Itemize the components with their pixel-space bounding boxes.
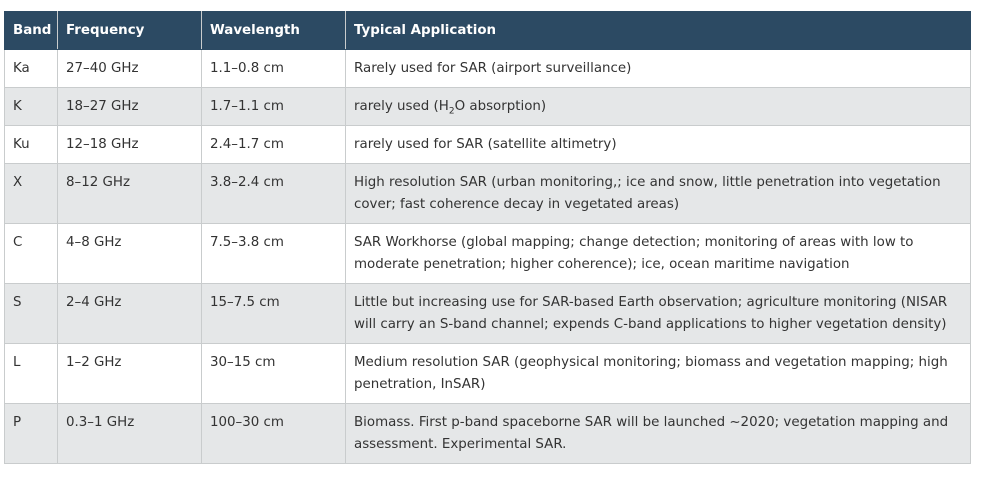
wavelength-cell: 1.1–0.8 cm [201,49,346,88]
table-row: C 4–8 GHz 7.5–3.8 cm SAR Workhorse (glob… [4,223,971,284]
band-cell: P [4,403,58,464]
frequency-cell: 2–4 GHz [57,283,202,344]
table-row: K 18–27 GHz 1.7–1.1 cm rarely used (H2O … [4,87,971,126]
table-row: Ka 27–40 GHz 1.1–0.8 cm Rarely used for … [4,49,971,88]
band-cell: X [4,163,58,224]
band-cell: Ku [4,125,58,164]
frequency-cell: 1–2 GHz [57,343,202,404]
table-row: S 2–4 GHz 15–7.5 cm Little but increasin… [4,283,971,344]
wavelength-cell: 2.4–1.7 cm [201,125,346,164]
wavelength-cell: 7.5–3.8 cm [201,223,346,284]
wavelength-cell: 3.8–2.4 cm [201,163,346,224]
header-frequency: Frequency [57,11,202,50]
frequency-cell: 4–8 GHz [57,223,202,284]
header-typical-application: Typical Application [345,11,971,50]
header-wavelength: Wavelength [201,11,346,50]
band-cell: L [4,343,58,404]
wavelength-cell: 30–15 cm [201,343,346,404]
frequency-cell: 8–12 GHz [57,163,202,224]
wavelength-cell: 100–30 cm [201,403,346,464]
application-text-post: O absorption) [454,99,547,114]
application-cell: Little but increasing use for SAR-based … [345,283,971,344]
table-header: Band Frequency Wavelength Typical Applic… [4,11,971,50]
application-cell: Medium resolution SAR (geophysical monit… [345,343,971,404]
table-row: L 1–2 GHz 30–15 cm Medium resolution SAR… [4,343,971,404]
application-cell: SAR Workhorse (global mapping; change de… [345,223,971,284]
band-cell: K [4,87,58,126]
band-cell: Ka [4,49,58,88]
wavelength-cell: 15–7.5 cm [201,283,346,344]
application-cell: Biomass. First p-band spaceborne SAR wil… [345,403,971,464]
table-row: X 8–12 GHz 3.8–2.4 cm High resolution SA… [4,163,971,224]
frequency-cell: 12–18 GHz [57,125,202,164]
application-cell: rarely used for SAR (satellite altimetry… [345,125,971,164]
table-row: Ku 12–18 GHz 2.4–1.7 cm rarely used for … [4,125,971,164]
wavelength-cell: 1.7–1.1 cm [201,87,346,126]
application-cell: Rarely used for SAR (airport surveillanc… [345,49,971,88]
header-row: Band Frequency Wavelength Typical Applic… [4,11,971,50]
frequency-cell: 18–27 GHz [57,87,202,126]
radar-band-table: Band Frequency Wavelength Typical Applic… [4,11,971,464]
application-text-pre: rarely used (H [354,99,449,114]
application-cell: rarely used (H2O absorption) [345,87,971,126]
band-cell: C [4,223,58,284]
header-band: Band [4,11,58,50]
frequency-cell: 27–40 GHz [57,49,202,88]
application-cell: High resolution SAR (urban monitoring,; … [345,163,971,224]
subscript-two: 2 [448,106,455,117]
frequency-cell: 0.3–1 GHz [57,403,202,464]
table-row: P 0.3–1 GHz 100–30 cm Biomass. First p-b… [4,403,971,464]
table-body: Ka 27–40 GHz 1.1–0.8 cm Rarely used for … [4,49,971,464]
band-cell: S [4,283,58,344]
